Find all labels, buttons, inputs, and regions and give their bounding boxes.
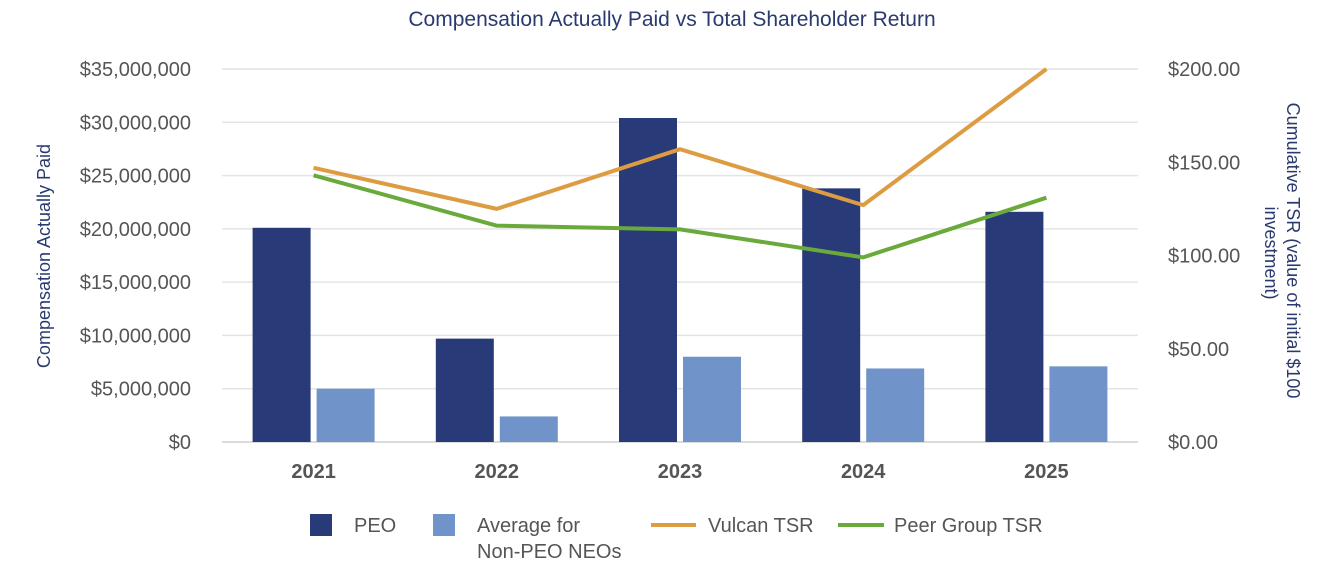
legend-peo-swatch bbox=[310, 514, 332, 536]
neo-bar bbox=[1049, 366, 1108, 442]
category-labels: 2021 2022 2023 2024 2025 bbox=[291, 461, 1068, 483]
peer-tsr-line bbox=[313, 173, 1048, 260]
legend: PEO Average for Non-PEO NEOs Vulcan TSR Peer… bbox=[310, 514, 1043, 563]
tsr-lines bbox=[313, 67, 1048, 260]
y2-axis-label-line2: investment) bbox=[1261, 206, 1281, 299]
y-tick-label: $10,000,000 bbox=[80, 325, 191, 347]
peo-bar bbox=[802, 188, 861, 442]
y-tick-label: $30,000,000 bbox=[80, 112, 191, 134]
y2-axis-label: Cumulative TSR (value of initial $100 in… bbox=[1261, 103, 1303, 404]
vulcan-tsr-line bbox=[313, 67, 1048, 211]
x-category-label: 2024 bbox=[841, 461, 886, 483]
legend-vulcan-label: Vulcan TSR bbox=[708, 515, 814, 537]
neo-bar bbox=[316, 388, 375, 442]
legend-peer-label: Peer Group TSR bbox=[894, 515, 1043, 537]
y-axis-label: Compensation Actually Paid bbox=[34, 144, 54, 368]
y2-tick-label: $150.00 bbox=[1168, 152, 1240, 174]
peo-bar bbox=[435, 338, 494, 442]
peo-bar bbox=[252, 227, 311, 442]
bars bbox=[252, 118, 1108, 442]
y2-tick-label: $100.00 bbox=[1168, 246, 1240, 268]
neo-bar bbox=[499, 416, 558, 442]
right-axis-ticks: $0.00 $50.00 $100.00 $150.00 $200.00 bbox=[1168, 59, 1240, 454]
left-axis-ticks: $0 $5,000,000 $10,000,000 $15,000,000 $20,00… bbox=[80, 59, 191, 454]
legend-neo-label-line2: Non-PEO NEOs bbox=[477, 541, 621, 563]
legend-neo-label-line1: Average for bbox=[477, 515, 580, 537]
y2-axis-label-line1: Cumulative TSR (value of initial $100 bbox=[1283, 103, 1303, 399]
y-tick-label: $5,000,000 bbox=[91, 379, 191, 401]
x-category-label: 2022 bbox=[475, 461, 520, 483]
y-tick-label: $25,000,000 bbox=[80, 166, 191, 188]
legend-peo-label: PEO bbox=[354, 515, 396, 537]
neo-bar bbox=[866, 368, 925, 442]
x-category-label: 2025 bbox=[1024, 461, 1069, 483]
peo-bar bbox=[619, 118, 677, 442]
y2-tick-label: $50.00 bbox=[1168, 339, 1229, 361]
x-category-label: 2021 bbox=[291, 461, 336, 483]
y-tick-label: $15,000,000 bbox=[80, 272, 191, 294]
y-tick-label: $20,000,000 bbox=[80, 219, 191, 241]
legend-neo-swatch bbox=[433, 514, 455, 536]
y2-tick-label: $200.00 bbox=[1168, 59, 1240, 81]
y-tick-label: $35,000,000 bbox=[80, 59, 191, 81]
x-category-label: 2023 bbox=[658, 461, 703, 483]
y-tick-label: $0 bbox=[169, 432, 191, 454]
peo-bar bbox=[985, 211, 1044, 442]
neo-bar bbox=[683, 356, 741, 442]
chart-title: Compensation Actually Paid vs Total Shar… bbox=[408, 8, 935, 31]
y2-tick-label: $0.00 bbox=[1168, 432, 1218, 454]
